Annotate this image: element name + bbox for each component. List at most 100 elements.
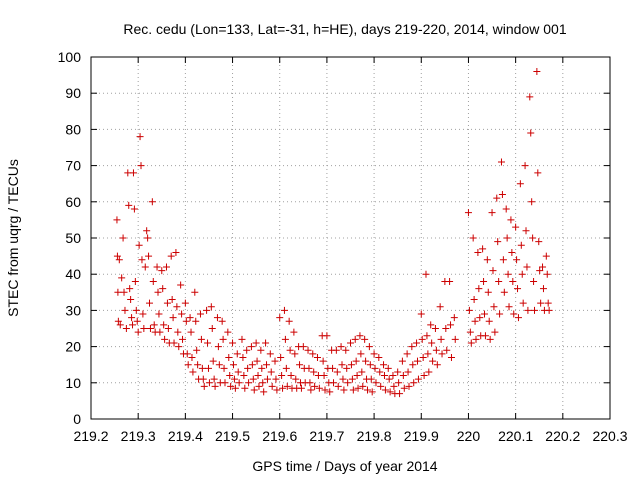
data-point: [233, 350, 241, 358]
data-point: [530, 277, 538, 285]
data-point: [313, 353, 321, 361]
data-point: [194, 361, 202, 369]
data-point: [163, 299, 171, 307]
data-point: [247, 343, 255, 351]
data-point: [159, 285, 167, 293]
data-point: [420, 372, 428, 380]
data-point: [164, 325, 172, 332]
data-point: [172, 248, 180, 256]
data-point: [352, 357, 360, 365]
data-point: [404, 368, 412, 376]
data-point: [155, 310, 163, 318]
data-point: [347, 361, 355, 369]
data-point: [296, 361, 304, 369]
data-point: [210, 375, 218, 383]
data-point: [526, 93, 534, 101]
data-point: [362, 357, 370, 365]
data-point: [484, 288, 492, 296]
data-point: [204, 339, 212, 347]
data-point: [488, 209, 496, 217]
data-point: [395, 379, 403, 387]
data-point: [229, 361, 237, 369]
data-point: [114, 288, 122, 296]
data-point: [280, 306, 288, 314]
data-point: [279, 384, 287, 392]
data-point: [281, 335, 289, 343]
x-tick-label: 219.3: [121, 428, 156, 444]
y-tick-label: 40: [65, 266, 81, 282]
data-point: [498, 191, 506, 199]
data-point: [283, 382, 291, 390]
data-point: [146, 299, 154, 307]
data-point: [139, 310, 147, 318]
data-point: [490, 303, 498, 311]
data-point: [258, 364, 266, 372]
data-point: [321, 386, 329, 394]
data-point: [262, 339, 270, 347]
data-point: [509, 277, 517, 285]
data-point: [353, 372, 361, 380]
data-point: [122, 325, 130, 332]
data-point: [177, 281, 185, 289]
data-point: [533, 67, 541, 75]
x-tick-label: 220.1: [498, 428, 533, 444]
data-point: [409, 361, 417, 369]
data-point: [543, 270, 551, 278]
data-point: [189, 368, 197, 376]
data-point: [116, 321, 124, 329]
data-point: [179, 335, 187, 343]
x-tick-label: 219.2: [73, 428, 108, 444]
data-point: [273, 386, 281, 394]
data-point: [234, 368, 242, 376]
data-point: [129, 169, 137, 177]
data-point: [485, 317, 493, 325]
data-point: [326, 388, 334, 396]
data-point: [175, 343, 183, 351]
data-point: [315, 384, 323, 392]
data-point: [253, 357, 261, 365]
data-point: [522, 227, 530, 235]
data-point: [168, 296, 176, 304]
data-point: [150, 321, 158, 329]
data-point: [476, 314, 484, 322]
data-point: [357, 350, 365, 358]
data-point: [299, 343, 307, 351]
data-point: [224, 328, 232, 336]
data-point: [470, 296, 478, 304]
data-point: [447, 353, 455, 361]
data-point: [130, 205, 138, 213]
data-point: [225, 353, 233, 361]
data-point: [329, 364, 337, 372]
data-point: [118, 274, 126, 282]
data-point: [365, 343, 373, 351]
data-point: [153, 263, 161, 271]
data-point: [114, 317, 122, 325]
data-point: [333, 368, 341, 376]
data-point: [505, 303, 513, 311]
data-point: [542, 252, 550, 260]
data-point: [437, 335, 445, 343]
data-point: [323, 332, 331, 340]
data-point: [398, 357, 406, 365]
data-point: [204, 364, 212, 372]
data-point: [213, 314, 221, 322]
data-point: [183, 350, 191, 358]
data-point: [413, 357, 421, 365]
data-point: [244, 364, 252, 372]
data-point: [503, 234, 511, 242]
data-point: [536, 267, 544, 275]
data-point: [389, 372, 397, 380]
data-point: [403, 350, 411, 358]
data-point: [263, 375, 271, 383]
data-point: [121, 306, 129, 314]
data-point: [129, 321, 137, 329]
data-point: [292, 375, 300, 383]
data-point: [480, 277, 488, 285]
x-tick-label: 220: [457, 428, 481, 444]
data-point: [149, 277, 157, 285]
data-point: [356, 332, 364, 340]
data-point: [518, 270, 526, 278]
data-points: [113, 67, 553, 398]
data-point: [531, 306, 539, 314]
